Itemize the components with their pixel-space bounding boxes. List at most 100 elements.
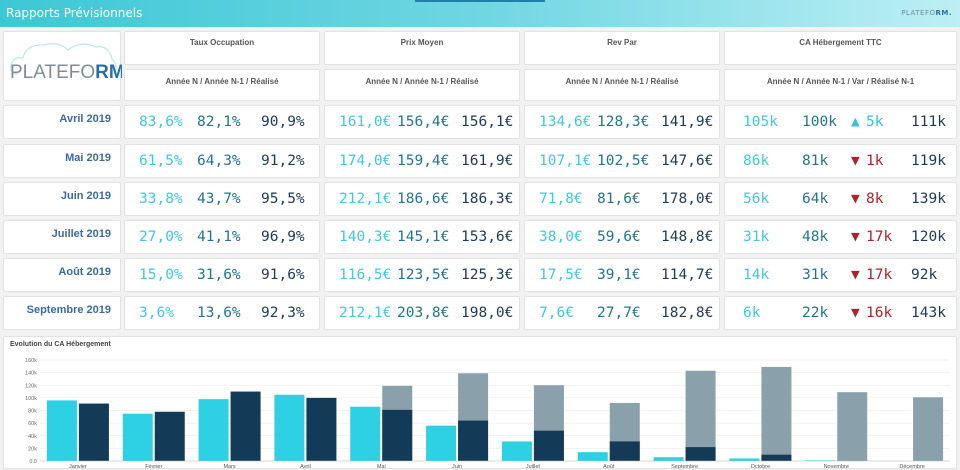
x-tick-label: Mars [223,464,235,470]
revpar-annee-n1: 81,6€ [597,191,641,207]
occupation-cell: 15,0% 31,6% 91,6% [124,258,320,292]
ca-realise-n1: 111k [911,114,946,130]
page-title: Rapports Prévisionnels [6,6,143,20]
prix-moyen-cell: 161,0€ 156,4€ 156,1€ [324,105,520,139]
ca-realise-n1: 143k [911,305,946,321]
col-header-prix-moyen: Prix Moyen [324,31,520,65]
ca-bar-chart: 0.0 20k 40k 60k 80k 100k 120k 140k 160k Janvier Fé… [25,358,950,470]
bar-annee-n [501,441,532,461]
arrow-down-icon: ▼ [851,229,860,245]
occupation-annee-n1: 13,6% [197,305,241,321]
logo-card: PLATEFORM. [3,31,130,101]
x-tick-label: Octobre [751,464,771,470]
y-tick-label: 60k [28,421,37,427]
occupation-annee-n: 33,8% [139,191,183,207]
x-tick-label: Septembre [671,464,698,470]
occupation-cell: 61,5% 64,3% 91,2% [124,144,320,178]
prix-moyen-annee-n: 212,1€ [339,191,392,207]
occupation-annee-n: 3,6% [139,305,174,321]
prix-moyen-cell: 174,0€ 159,4€ 161,9€ [324,144,520,178]
bar-annee-n [577,452,608,461]
col-subheader-revpar: Année N / Année N-1 / Réalisé [524,69,720,101]
cloud-icon [10,43,117,75]
arrow-down-icon: ▼ [851,153,860,169]
ca-annee-n: 56k [743,191,770,207]
x-tick-label: Avril [300,464,311,470]
x-tick-label: Mai [377,464,386,470]
occupation-realise: 90,9% [261,114,305,130]
col-subheader-ca: Année N / Année N-1 / Var / Réalisé N-1 [724,69,957,101]
revpar-annee-n: 17,5€ [539,267,583,283]
ca-chart-card: Evolution du CA Hébergement 0.0 20k 40k 60k… [3,336,957,470]
arrow-down-icon: ▼ [851,191,860,207]
prix-moyen-annee-n: 140,3€ [339,229,392,245]
ca-variation: 17k [866,267,893,283]
ca-annee-n: 14k [743,267,770,283]
prix-moyen-annee-n1: 159,4€ [397,153,450,169]
month-cell: Septembre 2019 [3,296,121,330]
bar-realise-n1 [761,366,792,461]
ca-realise-n1: 119k [911,153,946,169]
month-label: Septembre 2019 [26,304,111,316]
prix-moyen-annee-n1: 156,4€ [397,114,450,130]
arrow-down-icon: ▼ [851,267,860,283]
ca-annee-n1: 22k [802,305,829,321]
bar-annee-n [198,399,229,461]
prix-moyen-annee-n: 116,5€ [339,267,392,283]
y-tick-label: 0.0 [29,459,37,465]
svg-text:PLATEFORM.: PLATEFORM. [10,62,122,83]
occupation-annee-n1: 64,3% [197,153,241,169]
header-logo[interactable]: PLATEFORM. [901,9,952,17]
x-tick-label: Février [145,464,162,470]
prix-moyen-realise: 186,3€ [461,191,514,207]
revpar-annee-n1: 39,1€ [597,267,641,283]
revpar-cell: 134,6€ 128,3€ 141,9€ [524,105,720,139]
app-header: Rapports Prévisionnels PLATEFORM. [0,0,960,27]
y-tick-label: 20k [28,446,37,452]
month-label: Juillet 2019 [51,228,111,240]
ca-annee-n1: 48k [802,229,829,245]
active-tab-indicator [415,0,545,2]
ca-annee-n: 86k [743,153,770,169]
bar-realise-n1 [913,397,944,461]
prix-moyen-realise: 198,0€ [461,305,514,321]
y-tick-label: 80k [28,409,37,415]
revpar-annee-n1: 59,6€ [597,229,641,245]
ca-annee-n: 6k [743,305,761,321]
occupation-annee-n: 61,5% [139,153,183,169]
revpar-cell: 107,1€ 102,5€ 147,6€ [524,144,720,178]
y-tick-label: 160k [25,358,37,364]
prix-moyen-annee-n: 161,0€ [339,114,392,130]
x-tick-label: Août [603,464,615,470]
ca-annee-n1: 81k [802,153,829,169]
occupation-realise: 91,6% [261,267,305,283]
month-label: Août 2019 [58,266,111,278]
col-header-ca: CA Hébergement TTC [724,31,957,65]
revpar-annee-n: 38,0€ [539,229,583,245]
bar-annee-n1 [230,391,261,461]
bar-annee-n [46,400,77,461]
month-label: Juin 2019 [60,190,111,202]
ca-realise-n1: 92k [911,267,938,283]
prix-moyen-annee-n1: 203,8€ [397,305,450,321]
occupation-realise: 95,5% [261,191,305,207]
prix-moyen-realise: 161,9€ [461,153,514,169]
occupation-annee-n: 27,0% [139,229,183,245]
month-label: Avril 2019 [59,113,111,125]
x-tick-label: Novembre [824,464,849,470]
prix-moyen-annee-n1: 123,5€ [397,267,450,283]
y-tick-label: 40k [28,434,37,440]
col-subheader-prix-moyen: Année N / Année N-1 / Réalisé [324,69,520,101]
ca-variation: 17k [866,229,893,245]
occupation-cell: 3,6% 13,6% 92,3% [124,296,320,330]
chart-title: Evolution du CA Hébergement [10,341,111,348]
occupation-cell: 83,6% 82,1% 90,9% [124,105,320,139]
revpar-annee-n1: 102,5€ [597,153,650,169]
occupation-realise: 91,2% [261,153,305,169]
bar-annee-n1 [609,441,640,461]
bar-realise-n1 [837,392,868,461]
revpar-cell: 17,5€ 39,1€ 114,7€ [524,258,720,292]
prix-moyen-cell: 212,1€ 186,6€ 186,3€ [324,182,520,216]
bar-annee-n1 [685,447,716,461]
x-tick-label: Décembre [899,464,924,470]
